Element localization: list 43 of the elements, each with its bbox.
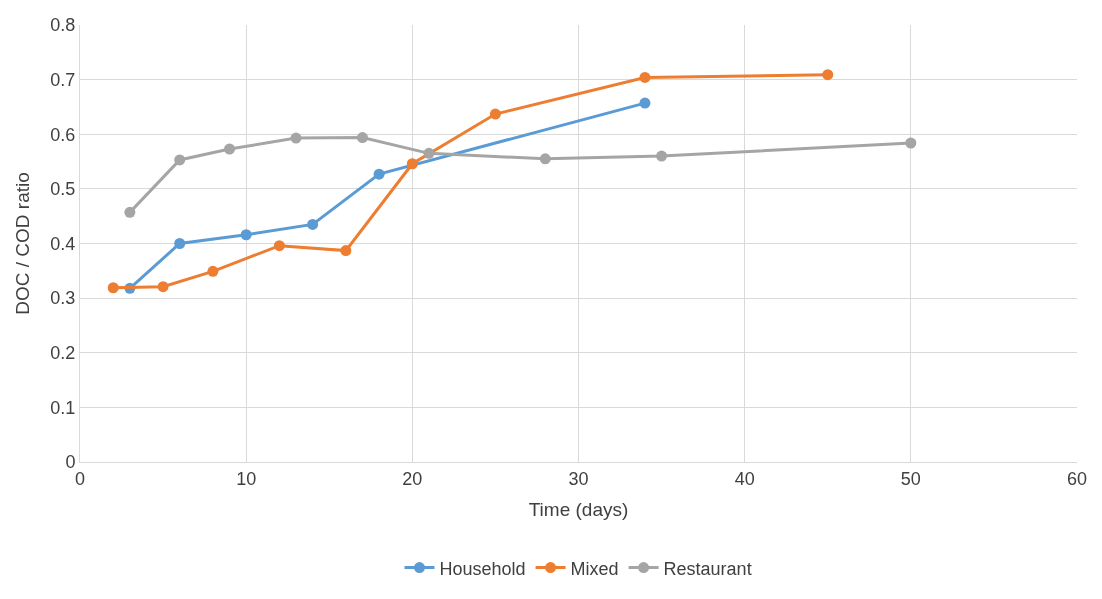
point [240, 229, 252, 241]
point [639, 97, 651, 109]
point [489, 108, 501, 120]
legend-label: Restaurant [663, 558, 752, 579]
point [639, 71, 651, 83]
x-axis-title: Time (days) [528, 499, 629, 521]
y-tick-label: 0.8 [50, 15, 76, 36]
y-tick-label: 0.2 [50, 343, 76, 364]
x-tick-label: 40 [734, 468, 755, 489]
x-tick-label: 20 [402, 468, 423, 489]
x-tick-label: 30 [568, 468, 589, 489]
point [373, 168, 385, 180]
y-tick-label: 0.6 [50, 124, 76, 145]
y-tick-label: 0 [65, 452, 76, 473]
x-tick-label: 50 [900, 468, 921, 489]
y-axis-title: DOC / COD ratio [12, 172, 34, 315]
point [174, 154, 186, 166]
y-tick-label: 0.3 [50, 288, 76, 309]
point [539, 153, 551, 165]
point [174, 238, 186, 249]
point [356, 132, 368, 144]
point [273, 240, 285, 252]
point [340, 245, 352, 257]
y-tick-label: 0.4 [50, 233, 76, 254]
point [423, 147, 435, 159]
point [406, 158, 418, 170]
point [107, 282, 119, 294]
x-tick-label: 60 [1066, 468, 1088, 489]
y-tick-label: 0.1 [50, 397, 76, 418]
point [224, 143, 236, 155]
point [157, 281, 169, 293]
point [124, 206, 136, 218]
point [307, 218, 319, 230]
point [656, 150, 668, 162]
legend-label: Household [439, 558, 526, 579]
y-tick-label: 0.7 [50, 69, 76, 90]
x-tick-label: 10 [236, 468, 257, 489]
point [207, 265, 219, 277]
point [905, 137, 917, 149]
legend-label: Mixed [570, 558, 619, 579]
y-tick-label: 0.5 [50, 179, 76, 200]
point [290, 132, 302, 144]
point [822, 69, 834, 81]
